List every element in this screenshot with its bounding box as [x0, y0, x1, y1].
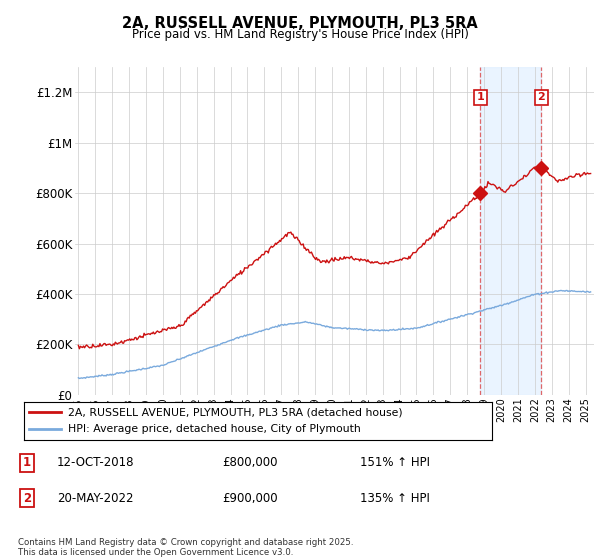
Text: Contains HM Land Registry data © Crown copyright and database right 2025.
This d: Contains HM Land Registry data © Crown c…	[18, 538, 353, 557]
Text: £900,000: £900,000	[222, 492, 278, 505]
Text: 2A, RUSSELL AVENUE, PLYMOUTH, PL3 5RA: 2A, RUSSELL AVENUE, PLYMOUTH, PL3 5RA	[122, 16, 478, 31]
Text: 1: 1	[476, 92, 484, 102]
Text: 12-OCT-2018: 12-OCT-2018	[57, 456, 134, 469]
Text: 20-MAY-2022: 20-MAY-2022	[57, 492, 133, 505]
Text: 135% ↑ HPI: 135% ↑ HPI	[360, 492, 430, 505]
Text: 1: 1	[23, 456, 31, 469]
Bar	[481, 67, 541, 395]
Text: Price paid vs. HM Land Registry's House Price Index (HPI): Price paid vs. HM Land Registry's House …	[131, 28, 469, 41]
Text: £800,000: £800,000	[222, 456, 277, 469]
Text: 151% ↑ HPI: 151% ↑ HPI	[360, 456, 430, 469]
Text: 2: 2	[23, 492, 31, 505]
Text: 2: 2	[538, 92, 545, 102]
Text: HPI: Average price, detached house, City of Plymouth: HPI: Average price, detached house, City…	[68, 424, 361, 434]
Text: 2A, RUSSELL AVENUE, PLYMOUTH, PL3 5RA (detached house): 2A, RUSSELL AVENUE, PLYMOUTH, PL3 5RA (d…	[68, 407, 403, 417]
